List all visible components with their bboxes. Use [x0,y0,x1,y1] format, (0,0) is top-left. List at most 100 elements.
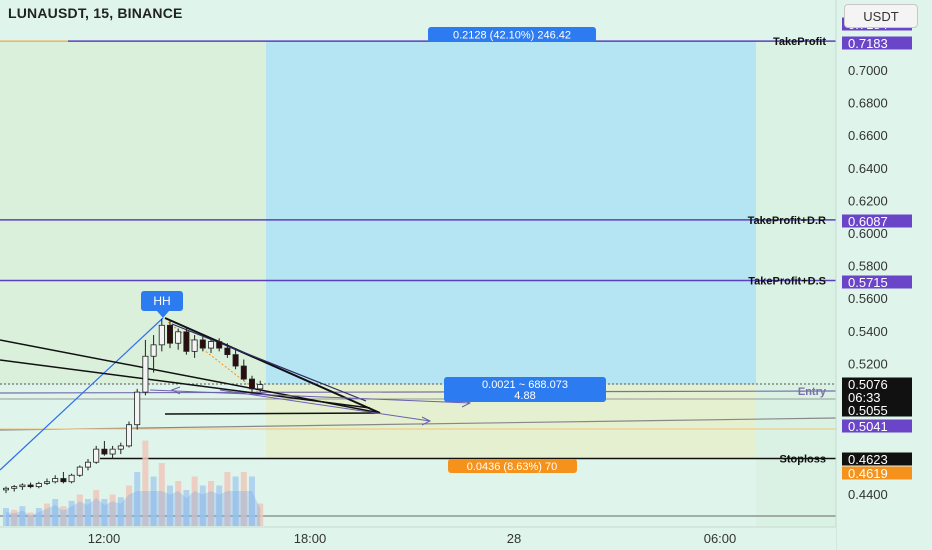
volume-bar [208,481,214,526]
volume-bar [60,506,67,526]
volume-bar [76,494,83,526]
volume-ma-area [6,491,261,526]
volume-bar [158,463,165,526]
arrowhead-2 [421,416,432,426]
profit-label: 0.2128 (42.10%) 246.42 [453,30,571,42]
volume-bar [85,499,91,526]
candle-body [199,339,206,349]
volume-bar [52,499,59,526]
center-label-1: 0.0021 ~ 688.073 [482,379,568,391]
price-badge-box [842,275,912,289]
wedge-upper-line [164,317,381,414]
loss-label: 0.0436 (8.63%) 70 [467,461,558,473]
candle-body [158,324,165,346]
y-tick-label: 0.5200 [848,356,888,371]
volume-bar [134,472,141,526]
x-tick-label: 28 [507,531,521,546]
candle-body [257,384,264,390]
y-tick-label: 0.4400 [848,487,888,502]
volume-bar [175,481,182,526]
x-tick-label: 12:00 [88,531,121,546]
volume-bar [191,476,198,526]
loss-label-box [448,459,577,473]
candle-body [85,461,92,468]
candle-body [52,478,59,483]
candle-body [44,481,51,484]
candle-body [142,355,149,393]
x-tick-label: 06:00 [704,531,737,546]
candle-body [11,486,18,489]
candle-body [27,484,34,488]
hh-marker [141,291,183,311]
y-tick-label: 0.5600 [848,291,888,306]
price-badge-box [842,419,912,433]
price-badge-box [842,377,912,391]
volume-bar [257,503,264,526]
price-badge: 0.5041 [848,419,888,434]
level-name-0: TakeProfit [773,36,826,48]
candle-body [175,331,182,344]
profit-zone [266,41,756,385]
level-name-3: Entry [798,386,827,398]
projection-arrow-2 [219,389,431,422]
volume-bar [68,500,75,526]
candle-body [19,484,26,488]
level-name-1: TakeProfit+D.R [748,215,826,227]
hh-label: HH [153,294,170,308]
right-shade [756,42,836,527]
volume-bar [44,503,50,526]
volume-bar [240,472,247,526]
volume-bar [109,494,116,526]
price-badge: 0.5055 [848,403,888,418]
price-badge: 0.5715 [848,275,888,290]
candle-body [191,339,198,352]
candle-body [35,482,42,488]
volume-bar [183,490,190,526]
y-tick-label: 0.6200 [848,193,888,208]
volume-bar [199,485,206,526]
candle-body [60,478,67,483]
center-label-box [444,377,606,402]
y-tick-label: 0.6800 [848,96,888,111]
arrowhead-3 [170,386,181,395]
level-name-4: Stoploss [780,453,826,465]
center-label-2: 4.88 [514,390,535,402]
wedge-line-2 [0,359,371,409]
volume-bar [27,512,34,526]
volume-bar [126,485,132,526]
chart-title: LUNAUSDT, 15, BINANCE [8,5,183,21]
price-badge-box [842,403,912,417]
price-badge-box [842,466,912,480]
level-name-2: TakeProfit+D.S [748,275,826,287]
price-badge: 0.5076 [848,377,888,392]
candle-body [207,341,214,349]
price-badge: 0.4619 [848,466,888,481]
volume-bar [101,499,108,526]
volume-bar [216,485,223,526]
volume-bar [3,508,9,526]
candle-body [150,344,157,357]
volume-bar [142,440,149,526]
candle-body [240,365,247,380]
price-badge: 0.7183 [848,36,888,51]
time-axis-background [0,527,836,550]
volume-bar [249,476,255,526]
currency-button[interactable]: USDT [844,4,918,28]
price-badge-box [842,36,912,50]
y-tick-label: 0.5400 [848,324,888,339]
projection-arrow-1 [149,389,471,404]
y-tick-label: 0.5800 [848,259,888,274]
left-shade-upper [0,42,266,385]
wedge-base-line [164,412,381,415]
volume-bar [11,509,18,526]
y-tick-label: 0.6600 [848,128,888,143]
candle-body [68,474,75,483]
candle-body [232,354,239,367]
volume-bar [150,476,157,526]
candle-body [101,448,108,455]
hh-marker-pointer [157,311,169,318]
candle-body [248,378,255,390]
price-badge: 0.6087 [848,214,888,229]
candle-body [117,445,124,450]
